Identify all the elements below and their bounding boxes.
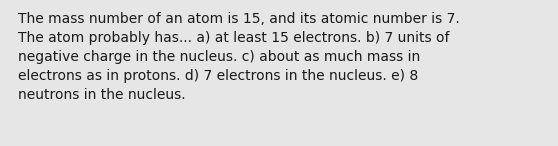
Text: The mass number of an atom is 15, and its atomic number is 7.
The atom probably : The mass number of an atom is 15, and it… xyxy=(18,12,460,102)
